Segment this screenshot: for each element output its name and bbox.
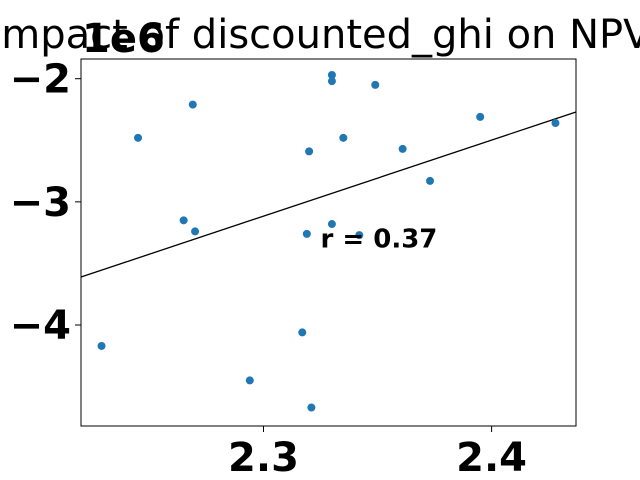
data-point-5 xyxy=(191,227,200,236)
data-point-4 xyxy=(188,100,197,109)
data-point-7 xyxy=(298,328,307,337)
data-point-12 xyxy=(327,77,336,86)
x-tick-label: 2.3 xyxy=(228,435,299,480)
data-point-8 xyxy=(302,229,311,238)
y-axis: −2 −3 −4 xyxy=(10,57,81,349)
data-point-10 xyxy=(307,403,316,412)
data-point-3 xyxy=(179,216,188,225)
data-point-14 xyxy=(339,133,348,142)
data-point-20 xyxy=(551,119,560,128)
y-tick-label: −2 xyxy=(10,57,71,103)
plot-frame xyxy=(80,58,577,427)
chart-title: Impact of discounted_ghi on NPV xyxy=(0,12,640,58)
data-point-1 xyxy=(97,341,106,350)
y-tick-label: −4 xyxy=(10,303,71,349)
data-point-15 xyxy=(355,231,364,240)
y-tick-label: −3 xyxy=(10,180,71,226)
data-point-6 xyxy=(245,376,254,385)
x-tick-label: 2.4 xyxy=(456,435,527,480)
trendline-layer xyxy=(80,111,577,278)
data-point-19 xyxy=(476,112,485,121)
data-point-9 xyxy=(305,147,314,156)
x-axis: 2.3 2.4 xyxy=(228,426,527,480)
points-layer xyxy=(97,71,560,412)
data-point-13 xyxy=(327,220,336,229)
data-point-11 xyxy=(327,71,336,80)
y-offset-label: 1e6 xyxy=(82,16,165,62)
data-point-2 xyxy=(134,133,143,142)
correlation-annotation: r = 0.37 xyxy=(321,225,438,255)
data-point-16 xyxy=(371,80,380,89)
data-point-17 xyxy=(398,144,407,153)
data-point-18 xyxy=(426,176,435,185)
trendline xyxy=(80,111,577,278)
